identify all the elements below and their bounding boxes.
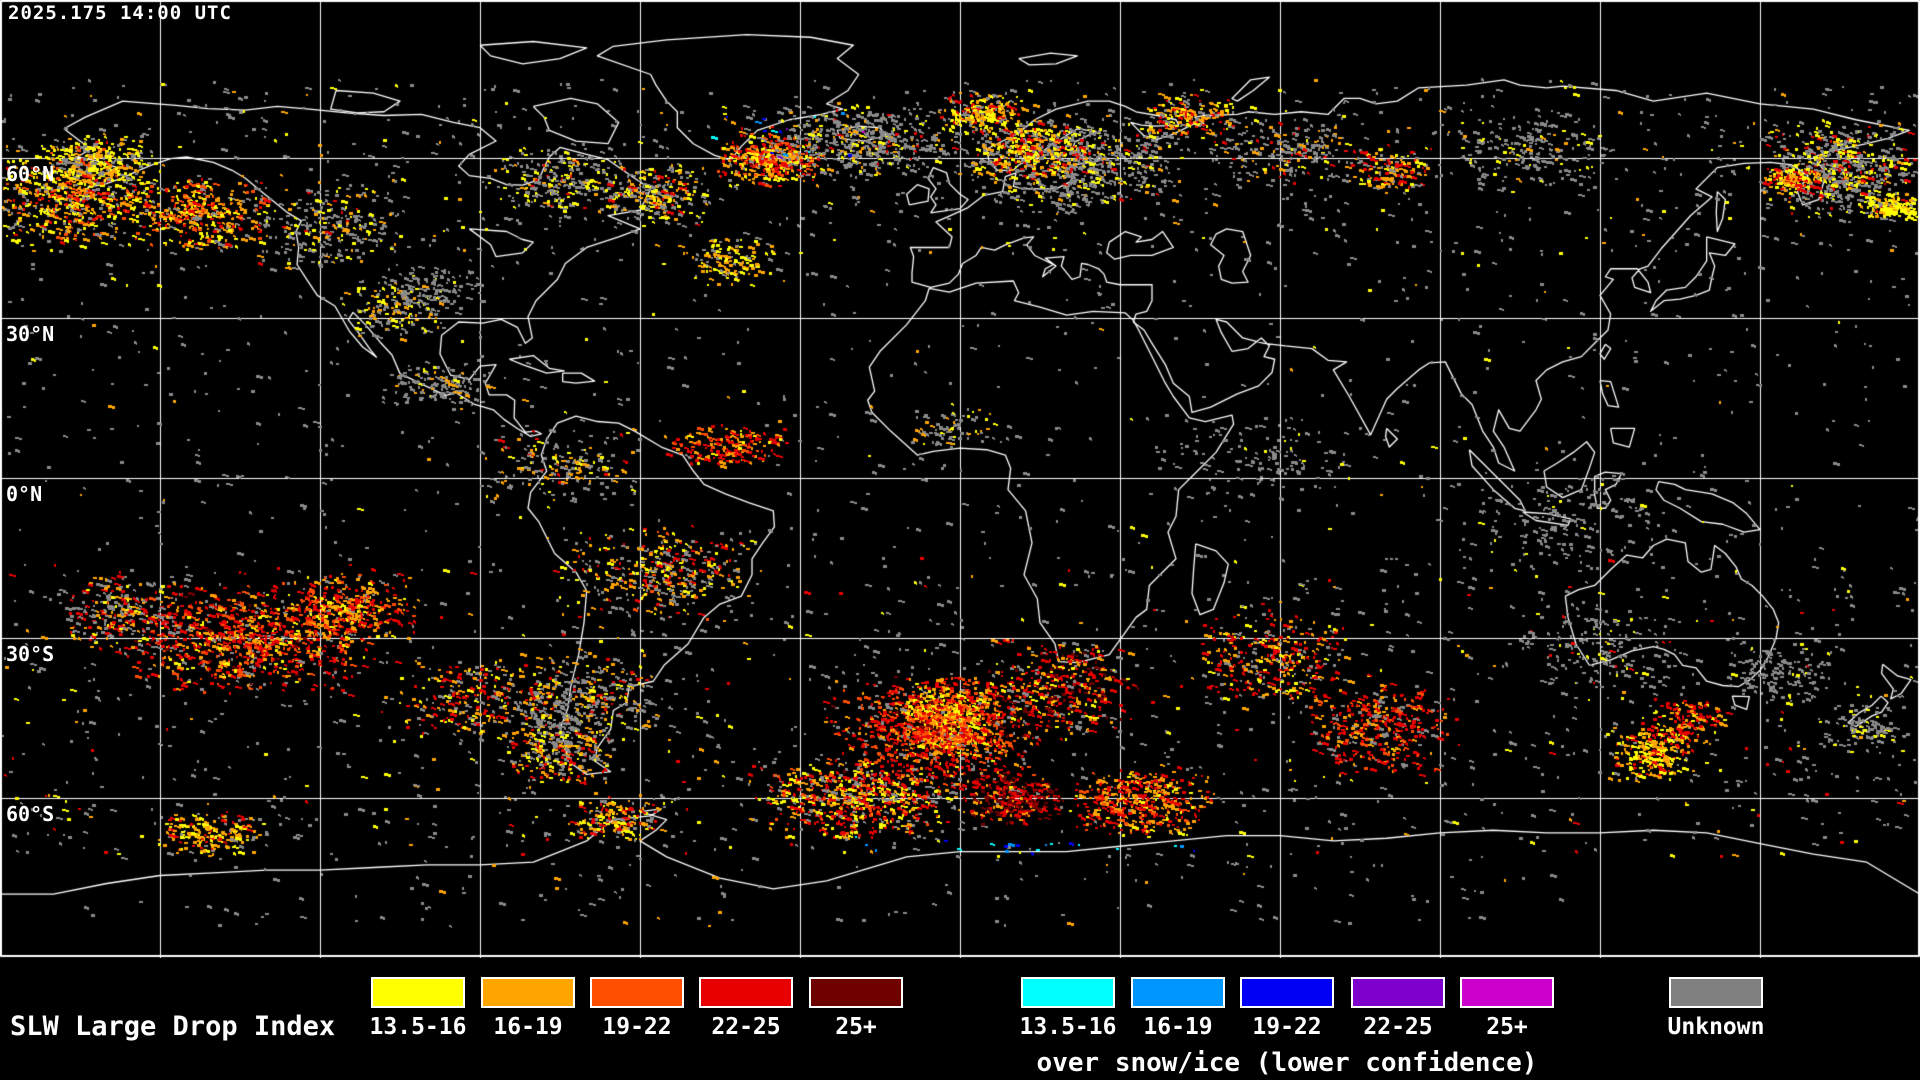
snow-ice-scale-item: 13.5-16 <box>1019 977 1117 1077</box>
primary-scale-swatch <box>481 977 575 1008</box>
lat-label-0n: 0°N <box>6 482 43 506</box>
primary-scale-label: 22-25 <box>711 1014 781 1040</box>
snow-ice-scale-label: 13.5-16 <box>1019 1014 1117 1040</box>
primary-scale-item: 16-19 <box>481 977 575 1077</box>
snow-ice-scale-swatch <box>1021 977 1115 1008</box>
legend-title: SLW Large Drop Index <box>10 1011 336 1042</box>
primary-scale-swatch <box>371 977 465 1008</box>
primary-scale-swatch <box>590 977 684 1008</box>
unknown-legend-item: Unknown <box>1667 977 1765 1077</box>
primary-scale-item: 22-25 <box>699 977 793 1077</box>
primary-scale-label: 19-22 <box>602 1014 672 1040</box>
lat-label-30n: 30°N <box>6 322 55 346</box>
snow-ice-scale-swatch <box>1351 977 1445 1008</box>
primary-scale-item: 25+ <box>809 977 903 1077</box>
snow-ice-scale-item: 16-19 <box>1131 977 1225 1077</box>
primary-scale-label: 25+ <box>835 1014 877 1040</box>
lat-label-30s: 30°S <box>6 642 55 666</box>
snow-ice-scale-swatch <box>1131 977 1225 1008</box>
snow-ice-scale-swatch <box>1240 977 1334 1008</box>
lat-label-60s: 60°S <box>6 802 55 826</box>
snow-ice-scale-item: 25+ <box>1460 977 1554 1077</box>
primary-scale-item: 13.5-16 <box>369 977 467 1077</box>
snow-ice-scale-label: 19-22 <box>1252 1014 1322 1040</box>
snow-ice-scale-label: 25+ <box>1486 1014 1528 1040</box>
snow-ice-caption: over snow/ice (lower confidence) <box>1036 1048 1538 1078</box>
primary-scale-label: 16-19 <box>493 1014 563 1040</box>
world-map-canvas <box>0 0 1920 958</box>
unknown-legend-label: Unknown <box>1667 1014 1765 1040</box>
primary-scale-swatch <box>809 977 903 1008</box>
primary-scale-swatch <box>699 977 793 1008</box>
legend-bar: SLW Large Drop Index 13.5-16 16-19 19-22 22… <box>0 958 1920 1080</box>
primary-scale-item: 19-22 <box>590 977 684 1077</box>
snow-ice-scale-label: 16-19 <box>1143 1014 1213 1040</box>
primary-scale-label: 13.5-16 <box>369 1014 467 1040</box>
snow-ice-scale-label: 22-25 <box>1363 1014 1433 1040</box>
snow-ice-scale-swatch <box>1460 977 1554 1008</box>
timestamp-label: 2025.175 14:00 UTC <box>8 2 232 24</box>
unknown-legend-swatch <box>1669 977 1763 1008</box>
snow-ice-scale-item: 19-22 <box>1240 977 1334 1077</box>
snow-ice-scale-item: 22-25 <box>1351 977 1445 1077</box>
lat-label-60n: 60°N <box>6 162 55 186</box>
